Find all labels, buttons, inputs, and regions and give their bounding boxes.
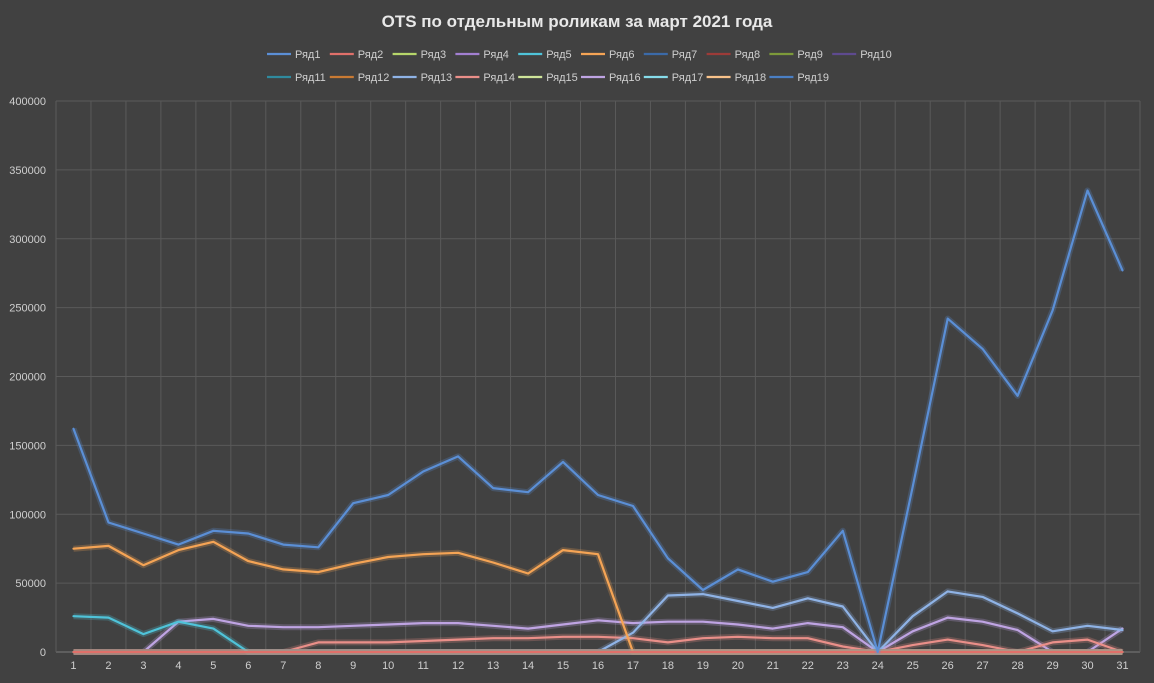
legend-label: Ряд16 [609,72,641,84]
legend-item: Ряд12 [329,72,390,84]
legend-label: Ряд4 [483,49,508,61]
series-layer [70,187,1126,655]
legend: Ряд1 Ряд2 Ряд3 Ряд4 Ряд5 Ряд6 Ряд7 Ряд8 Ряд9 Ряд1… [267,49,892,84]
x-tick-label: 23 [837,660,849,672]
series-line [72,616,1124,654]
x-tick-label: 27 [977,660,989,672]
legend-item: Ряд14 [455,72,515,84]
legend-item: Ряд7 [643,49,697,61]
x-tick-label: 21 [767,660,779,672]
y-tick-label: 200000 [9,372,46,384]
x-tick-label: 14 [522,660,534,672]
legend-item: Ряд6 [581,49,634,61]
legend-label: Ряд10 [860,49,892,61]
y-tick-label: 300000 [9,234,46,246]
legend-item: Ряд16 [581,72,641,84]
x-tick-label: 26 [942,660,954,672]
x-tick-label: 7 [280,660,286,672]
y-tick-label: 50000 [15,578,46,590]
legend-label: Ряд8 [735,49,760,61]
legend-label: Ряд3 [421,49,446,61]
legend-label: Ряд18 [735,72,767,84]
legend-label: Ряд17 [672,72,704,84]
x-tick-label: 4 [175,660,181,672]
y-axis: 0 50000 100000 150000 200000 250000 300000 3500… [9,96,46,659]
x-tick-label: 5 [210,660,216,672]
x-tick-label: 22 [802,660,814,672]
x-tick-label: 11 [417,660,428,672]
y-tick-label: 100000 [9,509,46,521]
x-tick-label: 13 [487,660,499,672]
x-tick-label: 2 [105,660,111,672]
legend-item: Ряд18 [706,72,767,84]
legend-item: Ряд19 [769,72,829,84]
x-tick-label: 20 [732,660,744,672]
legend-label: Ряд7 [672,49,697,61]
y-tick-label: 250000 [9,303,46,315]
x-tick-label: 25 [907,660,919,672]
legend-label: Ряд11 [295,72,326,84]
legend-label: Ряд5 [546,49,571,61]
x-tick-label: 8 [315,660,321,672]
x-tick-label: 28 [1011,660,1023,672]
legend-label: Ряд15 [546,72,578,84]
x-tick-label: 16 [592,660,604,672]
x-tick-label: 15 [557,660,569,672]
legend-item: Ряд2 [329,49,383,61]
legend-item: Ряд1 [267,49,320,61]
legend-label: Ряд19 [797,72,829,84]
x-tick-label: 10 [382,660,394,672]
x-tick-label: 1 [70,660,76,672]
legend-item: Ряд5 [518,49,572,61]
legend-label: Ряд12 [358,72,390,84]
y-tick-label: 400000 [9,96,46,108]
legend-label: Ряд13 [421,72,453,84]
series-1 [70,187,1126,655]
series-16 [72,614,1125,655]
series-line [72,189,1124,654]
x-tick-label: 3 [140,660,146,672]
x-tick-label: 31 [1116,660,1128,672]
legend-item: Ряд8 [706,49,760,61]
gridlines [55,100,1141,653]
legend-label: Ряд2 [358,49,383,61]
legend-item: Ряд3 [392,49,446,61]
x-tick-label: 24 [872,660,884,672]
legend-label: Ряд1 [295,49,320,61]
legend-item: Ряд9 [769,49,823,61]
x-tick-label: 30 [1081,660,1093,672]
legend-item: Ряд13 [392,72,453,84]
x-tick-label: 18 [662,660,674,672]
x-tick-label: 12 [452,660,464,672]
legend-label: Ряд6 [609,49,634,61]
y-tick-label: 350000 [9,165,46,177]
legend-label: Ряд14 [483,72,515,84]
x-tick-label: 19 [697,660,709,672]
y-tick-label: 150000 [9,440,46,452]
chart-title: OTS по отдельным роликам за март 2021 го… [382,12,773,31]
x-tick-label: 9 [350,660,356,672]
y-tick-label: 0 [40,647,46,659]
legend-item: Ряд17 [643,72,704,84]
legend-item: Ряд15 [518,72,578,84]
legend-label: Ряд9 [797,49,822,61]
x-tick-label: 17 [627,660,639,672]
legend-item: Ряд11 [267,72,326,84]
x-tick-label: 29 [1046,660,1058,672]
x-tick-label: 6 [245,660,251,672]
x-axis: 1 2 3 4 5 6 7 8 9 10 11 12 13 14 15 16 17 18 19 20 21 22 23 24 2… [70,660,1128,672]
legend-item: Ряд10 [832,49,892,61]
legend-item: Ряд4 [455,49,509,61]
